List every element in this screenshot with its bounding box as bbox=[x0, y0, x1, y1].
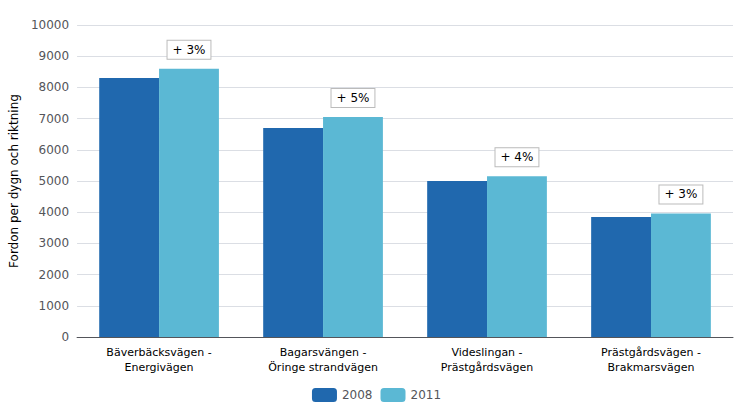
svg-text:Öringe strandvägen: Öringe strandvägen bbox=[268, 361, 378, 374]
svg-text:1000: 1000 bbox=[39, 299, 70, 313]
svg-text:+ 3%: + 3% bbox=[664, 187, 697, 201]
svg-text:Energivägen: Energivägen bbox=[125, 361, 194, 374]
svg-text:6000: 6000 bbox=[39, 143, 70, 157]
svg-text:3000: 3000 bbox=[39, 236, 70, 250]
svg-text:+ 4%: + 4% bbox=[501, 150, 534, 164]
svg-text:7000: 7000 bbox=[39, 112, 70, 126]
svg-text:2011: 2011 bbox=[411, 388, 442, 402]
svg-text:+ 3%: + 3% bbox=[173, 43, 206, 57]
svg-text:Brakmarsvägen: Brakmarsvägen bbox=[608, 361, 695, 374]
svg-text:8000: 8000 bbox=[39, 80, 70, 94]
svg-text:+ 5%: + 5% bbox=[337, 91, 370, 105]
svg-text:Prästgårdsvägen -: Prästgårdsvägen - bbox=[601, 346, 701, 359]
svg-text:10000: 10000 bbox=[31, 18, 69, 32]
svg-text:Bäverbäcksvägen -: Bäverbäcksvägen - bbox=[106, 346, 211, 359]
svg-text:9000: 9000 bbox=[39, 49, 70, 63]
svg-text:Videslingan -: Videslingan - bbox=[451, 346, 522, 359]
svg-text:Prästgårdsvägen: Prästgårdsvägen bbox=[441, 361, 534, 374]
svg-text:Bagarsvängen -: Bagarsvängen - bbox=[280, 346, 367, 359]
svg-text:2000: 2000 bbox=[39, 268, 70, 282]
svg-text:5000: 5000 bbox=[39, 174, 70, 188]
svg-text:2008: 2008 bbox=[342, 388, 373, 402]
svg-text:0: 0 bbox=[61, 330, 69, 344]
svg-text:Fordon per dygn och riktning: Fordon per dygn och riktning bbox=[7, 94, 21, 268]
svg-text:4000: 4000 bbox=[39, 205, 70, 219]
